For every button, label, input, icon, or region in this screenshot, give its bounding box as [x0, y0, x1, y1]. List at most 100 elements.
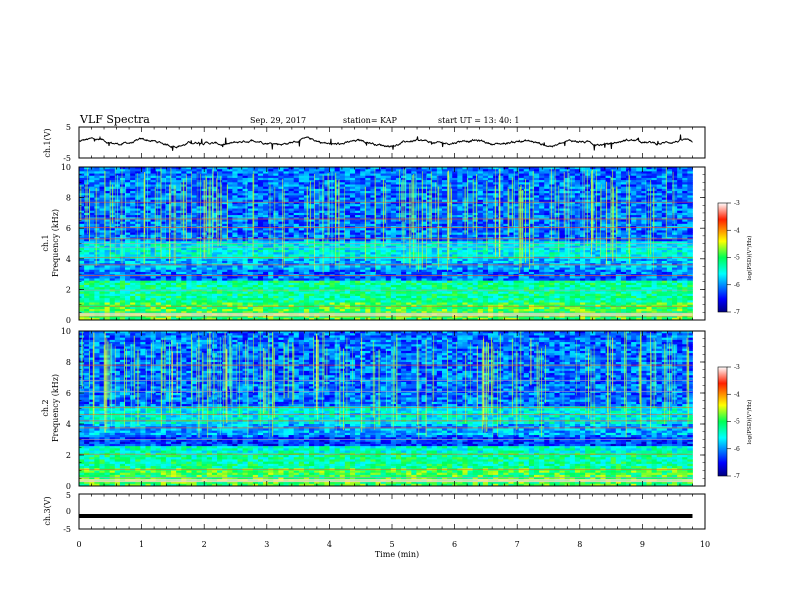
spectrogram-cell — [549, 186, 555, 190]
spectrogram-cell — [84, 173, 90, 177]
spectrogram-cell — [457, 210, 463, 214]
spectrogram-cell — [288, 182, 295, 185]
spectrogram-cell — [201, 177, 208, 181]
spectrogram-cell — [319, 221, 325, 225]
spectrogram-cell — [431, 199, 438, 203]
spectrogram-cell — [574, 195, 581, 198]
spectrogram-cell — [595, 182, 601, 185]
spectrogram-cell — [268, 201, 274, 205]
spectrogram-cell — [523, 236, 530, 240]
spectrogram-cell — [257, 186, 264, 190]
spectrogram-cell — [615, 175, 622, 179]
spectrogram-cell — [534, 206, 540, 209]
spectrogram-cell — [631, 247, 637, 251]
spectrogram-cell — [544, 232, 550, 236]
spectrogram-cell — [615, 219, 622, 223]
spectrogram-cell — [84, 232, 90, 236]
spectrogram-cell — [303, 215, 310, 218]
spectrogram-cell — [293, 206, 300, 209]
spectrogram-cell — [620, 241, 627, 244]
spectrogram-cell — [232, 171, 238, 174]
spectrogram-cell — [477, 250, 484, 253]
spectrogram-cell — [145, 201, 151, 205]
spectrogram-cell — [472, 197, 479, 201]
spectrogram-cell — [661, 177, 668, 181]
spectrogram-cell — [666, 173, 673, 177]
spectrogram-cell — [457, 243, 463, 247]
spectrogram-cell — [508, 234, 514, 238]
spectrogram-cell — [217, 206, 223, 209]
spectrogram-cell — [303, 204, 310, 207]
spectrogram-cell — [242, 201, 249, 205]
spectrogram-cell — [595, 239, 601, 242]
spectrogram-cell — [503, 223, 509, 227]
spectrogram-cell — [462, 175, 468, 179]
spectrogram-cell — [539, 177, 545, 181]
spectrogram-cell — [615, 212, 622, 216]
spectrogram-cell — [242, 219, 249, 223]
spectrogram-cell — [564, 193, 571, 196]
spectrogram-cell — [375, 241, 382, 244]
spectrogram-cell — [94, 232, 100, 236]
spectrogram-cell — [375, 212, 382, 216]
spectrogram-cell — [288, 250, 295, 253]
spectrogram-cell — [222, 191, 228, 194]
spectrogram-cell — [687, 241, 693, 244]
spectrogram-cell — [237, 193, 243, 196]
spectrogram-cell — [549, 228, 555, 231]
spectrogram-cell — [217, 239, 223, 242]
spectrogram-cell — [390, 236, 397, 240]
spectrogram-cell — [544, 239, 550, 242]
spectrogram-cell — [324, 232, 330, 236]
spectrogram-cell — [528, 175, 535, 179]
spectrogram-cell — [585, 173, 591, 177]
spectrogram-cell — [268, 215, 274, 218]
spectrogram-cell — [482, 223, 489, 227]
spectrogram-cell — [349, 201, 356, 205]
spectrogram-cell — [559, 206, 566, 209]
spectrogram-cell — [79, 243, 85, 247]
spectrogram-cell — [610, 180, 617, 183]
spectrogram-cell — [498, 236, 504, 240]
spectrogram-cell — [534, 186, 540, 190]
spectrogram-cell — [227, 171, 233, 174]
spectrogram-cell — [682, 171, 688, 174]
spectrogram-cell — [268, 182, 274, 185]
spectrogram-cell — [631, 167, 637, 170]
spectrogram-cell — [344, 250, 351, 253]
spectrogram-cell — [487, 188, 494, 192]
spectrogram-cell — [268, 191, 274, 194]
spectrogram-cell — [135, 228, 141, 231]
spectrogram-cell — [206, 197, 213, 201]
spectrogram-cell — [498, 232, 504, 236]
spectrogram-cell — [268, 199, 274, 203]
spectrogram-cell — [457, 177, 463, 181]
spectrogram-cell — [487, 191, 494, 194]
spectrogram-cell — [431, 171, 438, 174]
spectrogram-cell — [385, 247, 392, 251]
spectrogram-cell — [682, 239, 688, 242]
spectrogram-cell — [360, 173, 366, 177]
spectrogram-cell — [666, 180, 673, 183]
spectrogram-cell — [503, 169, 509, 172]
spectrogram-cell — [160, 210, 167, 214]
spectrogram-cell — [441, 208, 448, 212]
spectrogram-cell — [651, 199, 658, 203]
spectrogram-cell — [79, 234, 85, 238]
spectrogram-cell — [79, 191, 85, 194]
spectrogram-cell — [441, 191, 448, 194]
spectrogram-cell — [237, 184, 243, 188]
spectrogram-cell — [544, 191, 550, 194]
spectrogram-cell — [416, 167, 422, 170]
spectrogram-cell — [227, 212, 233, 216]
spectrogram-cell — [355, 208, 361, 212]
spectrogram-cell — [191, 191, 197, 194]
spectrogram-cell — [140, 195, 146, 198]
spectrogram-cell — [211, 228, 218, 231]
spectrogram-cell — [355, 252, 361, 255]
spectrogram-cell — [416, 184, 422, 188]
spectrogram-cell — [631, 210, 637, 214]
spectrogram-cell — [651, 197, 658, 201]
spectrogram-cell — [125, 221, 131, 225]
spectrogram-cell — [324, 201, 330, 205]
